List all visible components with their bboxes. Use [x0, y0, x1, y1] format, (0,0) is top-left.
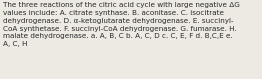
Text: The three reactions of the citric acid cycle with large negative ΔG
values inclu: The three reactions of the citric acid c…	[3, 2, 240, 47]
